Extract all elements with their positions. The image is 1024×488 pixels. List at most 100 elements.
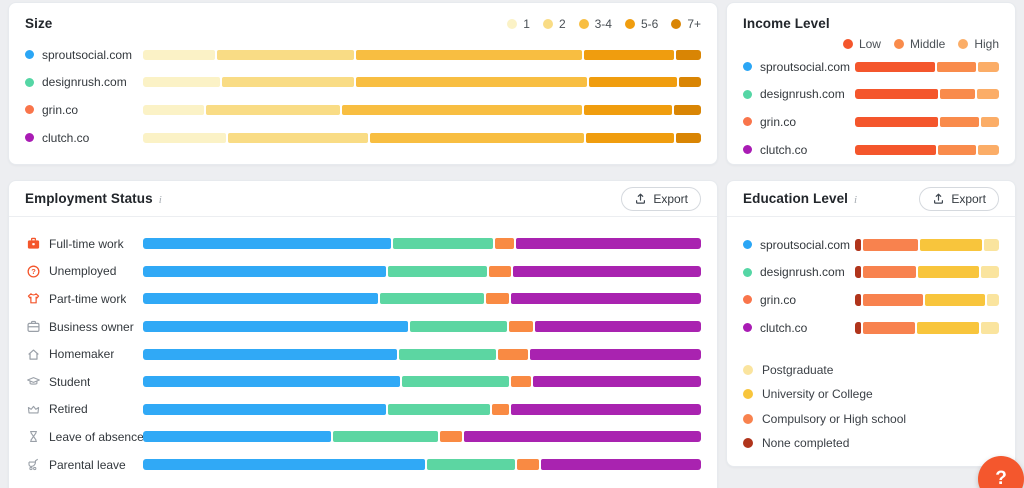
row-label-text: sproutsocial.com [760, 59, 851, 74]
education-chart: sproutsocial.com designrush.com grin.co clu… [727, 231, 1015, 341]
row-label: Homemaker [25, 346, 143, 362]
chart-row: Leave of absence [9, 423, 717, 451]
legend-item: 7+ [671, 17, 701, 31]
chart-row: Student [9, 368, 717, 396]
bar-segment [978, 61, 999, 72]
panel-title-education: Education Level [743, 191, 849, 206]
stacked-bar [855, 144, 999, 155]
panel-title-income: Income Level [743, 16, 830, 31]
legend-dot-icon [743, 389, 753, 400]
legend-label: 3-4 [594, 16, 612, 31]
row-label-text: Student [49, 374, 91, 389]
chart-row: clutch.co [727, 314, 1015, 342]
category-dot-icon [25, 50, 34, 60]
category-dot-icon [25, 133, 34, 143]
bar-segment [532, 376, 701, 388]
stacked-bar [855, 238, 999, 251]
stacked-bar [143, 431, 701, 443]
chart-row: sproutsocial.com [727, 53, 1015, 81]
stacked-bar [855, 266, 999, 279]
info-icon[interactable]: i [854, 194, 858, 206]
legend-label: 1 [523, 16, 530, 31]
income-panel-header: Income Level [727, 3, 1015, 31]
legend-dot-icon [578, 18, 589, 29]
row-label: Parental leave [25, 457, 143, 473]
row-label-text: Homemaker [49, 347, 115, 362]
row-label-text: sproutsocial.com [760, 237, 851, 252]
bar-segment [387, 265, 488, 277]
export-button[interactable]: Export [919, 186, 999, 211]
bar-segment [978, 144, 999, 155]
bar-segment [216, 49, 354, 60]
size-panel-header: Size 1 2 3-4 5-6 7+ [9, 3, 717, 31]
chart-row: Full-time work [9, 230, 717, 258]
tshirt-icon [25, 291, 41, 307]
legend-item: Middle [893, 37, 945, 51]
legend-dot-icon [743, 438, 753, 449]
bar-segment [409, 321, 507, 333]
row-label-text: Part-time work [49, 291, 127, 306]
export-button-label: Export [653, 191, 688, 206]
briefcase-outline-icon [25, 319, 41, 335]
education-level-panel: Education Level i Export sproutsocial.co… [726, 180, 1016, 467]
info-icon[interactable]: i [158, 194, 162, 206]
income-chart: sproutsocial.com designrush.com grin.co clu… [727, 53, 1015, 163]
row-label-text: clutch.co [760, 142, 808, 157]
legend-label: University or College [762, 387, 873, 402]
bar-segment [387, 403, 490, 415]
row-label-text: Retired [49, 402, 88, 417]
row-label-text: clutch.co [760, 320, 808, 335]
row-label: grin.co [25, 103, 143, 117]
row-label: clutch.co [743, 321, 855, 335]
question-circle-icon: ? [25, 263, 41, 279]
bar-segment [227, 132, 368, 143]
legend-label: 2 [558, 16, 566, 31]
bar-segment [939, 116, 979, 127]
legend-dot-icon [542, 18, 553, 29]
row-label: clutch.co [743, 143, 855, 157]
legend-dot-icon [958, 39, 969, 49]
bar-segment [143, 238, 392, 250]
stacked-bar [143, 77, 701, 88]
crown-icon [25, 401, 41, 417]
stacked-bar [143, 376, 701, 388]
stroller-icon [25, 457, 41, 473]
row-label: Full-time work [25, 236, 143, 252]
stacked-bar [143, 238, 701, 250]
bar-segment [981, 266, 999, 279]
category-dot-icon [743, 267, 752, 277]
bar-segment [529, 348, 701, 360]
bar-segment [143, 265, 386, 277]
legend-item: Postgraduate [743, 357, 999, 382]
export-button[interactable]: Export [621, 186, 701, 211]
bar-segment [855, 144, 937, 155]
bar-segment [586, 132, 675, 143]
legend-item: High [958, 37, 999, 51]
chart-row: Parental leave [9, 451, 717, 479]
bar-segment [369, 132, 585, 143]
bar-segment [513, 265, 701, 277]
stacked-bar [143, 104, 701, 115]
stacked-bar [143, 265, 701, 277]
legend-dot-icon [507, 18, 518, 29]
row-label-text: designrush.com [760, 265, 845, 280]
legend-dot-icon [842, 39, 853, 49]
bar-segment [855, 266, 861, 279]
row-label-text: designrush.com [42, 75, 127, 90]
bar-segment [143, 376, 400, 388]
legend-item: 1 [507, 17, 530, 31]
chart-row: grin.co [727, 286, 1015, 314]
bar-segment [356, 49, 582, 60]
bar-segment [489, 265, 512, 277]
row-label: grin.co [743, 115, 855, 129]
row-label: clutch.co [25, 131, 143, 145]
legend-label: 5-6 [640, 16, 659, 31]
bar-segment [510, 403, 701, 415]
chart-row: sproutsocial.com [727, 231, 1015, 259]
help-button[interactable]: ? [978, 456, 1024, 488]
legend-label: None completed [762, 436, 850, 451]
chart-row: Homemaker [9, 340, 717, 368]
chart-row: grin.co [9, 96, 717, 124]
employment-chart: Full-time work? Unemployed Part-time work B… [9, 230, 717, 478]
bar-segment [939, 89, 975, 100]
